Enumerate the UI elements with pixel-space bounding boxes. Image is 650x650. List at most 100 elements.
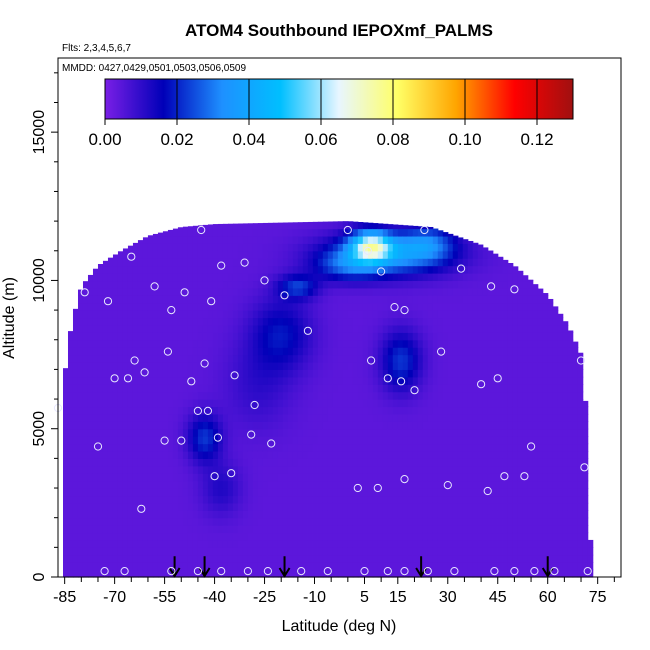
observation-point <box>193 406 202 415</box>
heatmap-cell <box>212 347 219 356</box>
heatmap-cell <box>382 295 389 304</box>
heatmap-cell <box>397 273 404 282</box>
heatmap-cell <box>397 532 404 541</box>
heatmap-cell <box>342 399 349 408</box>
heatmap-cell <box>422 258 429 267</box>
heatmap-cell <box>157 532 164 541</box>
heatmap-cell <box>262 443 269 452</box>
heatmap-cell <box>197 399 204 408</box>
heatmap-cell <box>272 458 279 467</box>
heatmap-cell <box>217 384 224 393</box>
heatmap-cell <box>432 443 439 452</box>
heatmap-cell <box>127 287 134 296</box>
heatmap-cell <box>577 517 584 526</box>
heatmap-cell <box>272 243 279 252</box>
heatmap-cell <box>162 406 169 415</box>
heatmap-cell <box>542 332 549 341</box>
heatmap-cell <box>197 273 204 282</box>
heatmap-cell <box>302 222 309 230</box>
heatmap-cell <box>352 324 359 333</box>
heatmap-cell <box>72 465 79 474</box>
heatmap-cell <box>192 324 199 333</box>
heatmap-cell <box>477 324 484 333</box>
heatmap-cell <box>432 413 439 422</box>
heatmap-cell <box>422 324 429 333</box>
heatmap-cell <box>227 258 234 267</box>
heatmap-cell <box>177 399 184 408</box>
heatmap-cell <box>297 502 304 511</box>
heatmap-cell <box>207 488 214 497</box>
heatmap-cell <box>392 295 399 304</box>
heatmap-cell <box>222 391 229 400</box>
heatmap-cell <box>77 547 84 556</box>
heatmap-cell <box>422 547 429 556</box>
heatmap-cell <box>492 480 499 489</box>
heatmap-cell <box>337 384 344 393</box>
heatmap-cell <box>567 428 574 437</box>
heatmap-cell <box>262 369 269 378</box>
heatmap-cell <box>287 235 294 244</box>
heatmap-cell <box>342 369 349 378</box>
heatmap-cell <box>427 228 434 237</box>
heatmap-cell <box>302 399 309 408</box>
heatmap-cell <box>517 502 524 511</box>
heatmap-cell <box>312 317 319 326</box>
heatmap-cell <box>337 287 344 296</box>
heatmap-cell <box>537 295 544 304</box>
heatmap-cell <box>532 488 539 497</box>
heatmap-cell <box>117 421 124 430</box>
heatmap-cell <box>87 406 94 415</box>
heatmap-cell <box>237 339 244 348</box>
heatmap-cell <box>137 562 144 571</box>
heatmap-cell <box>242 324 249 333</box>
heatmap-cell <box>122 539 129 548</box>
heatmap-cell <box>177 525 184 534</box>
heatmap-cell <box>357 369 364 378</box>
heatmap-cell <box>332 458 339 467</box>
heatmap-cell <box>217 287 224 296</box>
heatmap-cell <box>182 495 189 504</box>
heatmap-cell <box>357 273 364 282</box>
heatmap-cell <box>272 250 279 259</box>
heatmap-cell <box>122 436 129 445</box>
heatmap-cell <box>107 569 114 578</box>
heatmap-cell <box>332 287 339 296</box>
heatmap-cell <box>417 273 424 282</box>
heatmap-cell <box>267 354 274 363</box>
heatmap-cell <box>112 361 119 370</box>
heatmap-cell <box>427 547 434 556</box>
heatmap-cell <box>207 280 214 289</box>
heatmap-cell <box>82 391 89 400</box>
heatmap-cell <box>487 391 494 400</box>
heatmap-cell <box>87 517 94 526</box>
heatmap-cell <box>77 295 84 304</box>
heatmap-cell <box>397 421 404 430</box>
heatmap-cell <box>252 488 259 497</box>
heatmap-cell <box>402 384 409 393</box>
heatmap-cell <box>562 450 569 459</box>
heatmap-cell <box>227 250 234 259</box>
heatmap-cell <box>182 317 189 326</box>
heatmap-cell <box>63 436 69 445</box>
heatmap-cell <box>242 287 249 296</box>
heatmap-cell <box>467 399 474 408</box>
heatmap-cell <box>532 517 539 526</box>
heatmap-cell <box>287 510 294 519</box>
heatmap-cell <box>232 532 239 541</box>
heatmap-cell <box>512 525 519 534</box>
heatmap-cell <box>142 250 149 259</box>
heatmap-cell <box>152 310 159 319</box>
heatmap-cell <box>302 413 309 422</box>
heatmap-cell <box>537 488 544 497</box>
heatmap-cell <box>277 339 284 348</box>
heatmap-cell <box>142 317 149 326</box>
heatmap-cell <box>182 369 189 378</box>
heatmap-cell <box>432 302 439 311</box>
heatmap-cell <box>432 473 439 482</box>
heatmap-cell <box>172 287 179 296</box>
heatmap-cell <box>402 465 409 474</box>
heatmap-cell <box>177 243 184 252</box>
heatmap-cell <box>427 226 434 230</box>
observation-point <box>160 436 169 445</box>
heatmap-cell <box>517 562 524 571</box>
